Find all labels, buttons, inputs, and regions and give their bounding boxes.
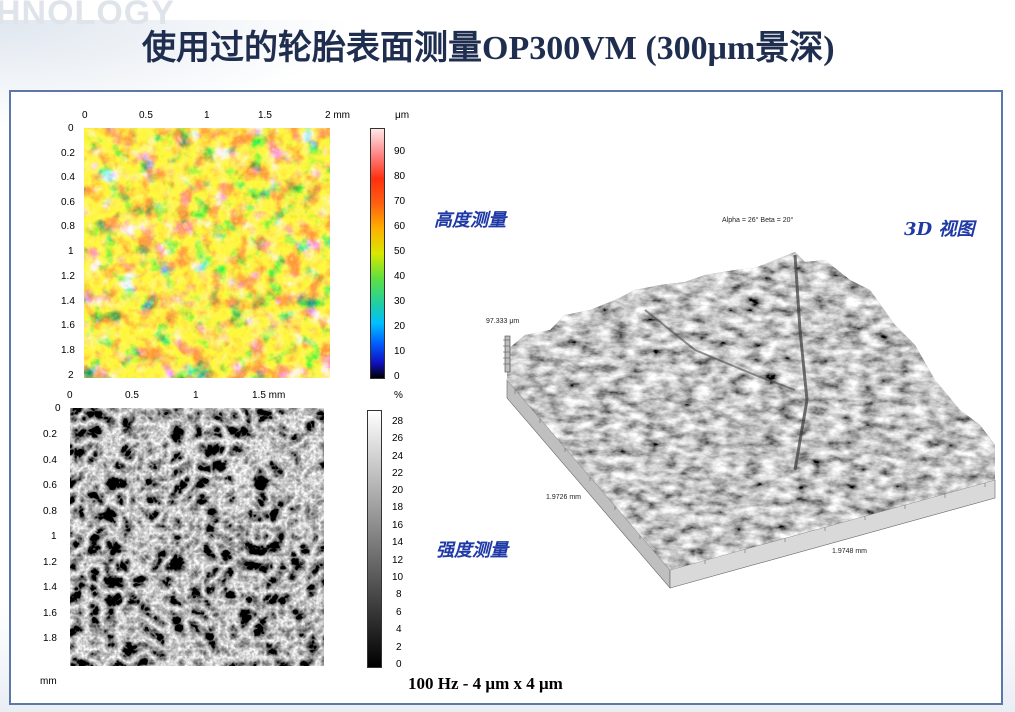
height-y-tick: 2 — [68, 370, 74, 381]
intensity-colorbar-tick: 10 — [392, 572, 404, 583]
intensity-map-image — [70, 408, 324, 666]
intensity-colorbar-tick: 2 — [396, 642, 402, 653]
intensity-colorbar-tick: 14 — [392, 537, 404, 548]
intensity-colorbar-tick: 22 — [392, 468, 404, 479]
intensity-y-tick: 1 — [51, 531, 57, 542]
height-y-tick: 1.6 — [61, 320, 75, 331]
intensity-y-tick: 0 — [55, 403, 61, 414]
3d-view-label: 3D 视图 — [904, 219, 975, 240]
height-y-tick: 1.2 — [61, 271, 75, 282]
height-measurement-label: 高度测量 — [434, 210, 506, 231]
height-y-tick: 1.8 — [61, 345, 75, 356]
3d-view-angles: Alpha = 26° Beta = 20° — [722, 217, 794, 224]
intensity-colorbar-tick: 28 — [392, 416, 404, 427]
height-colorbar-tick: 60 — [394, 221, 406, 232]
intensity-colorbar-tick: 16 — [392, 520, 404, 531]
height-y-tick: 0.8 — [61, 221, 75, 232]
intensity-y-tick: 0.4 — [43, 455, 57, 466]
height-colorbar-tick: 70 — [394, 196, 406, 207]
watermark-text: HNOLOGY — [0, 0, 175, 32]
height-colorbar — [370, 128, 385, 379]
intensity-colorbar — [367, 410, 382, 668]
3d-base-right-side — [669, 479, 996, 589]
height-y-tick: 1 — [68, 246, 74, 257]
intensity-y-tick: 1.8 — [43, 633, 57, 644]
height-x-tick: 0 — [82, 110, 88, 121]
3d-height-scale — [504, 335, 511, 373]
intensity-y-tick: 0.2 — [43, 429, 57, 440]
height-x-tick: 1 — [204, 110, 210, 121]
intensity-measurement-label: 强度测量 — [436, 540, 508, 561]
intensity-y-unit: mm — [40, 676, 57, 687]
height-colorbar-tick: 80 — [394, 171, 406, 182]
height-x-tick: 0.5 — [139, 110, 153, 121]
intensity-x-tick: 1 — [193, 390, 199, 401]
intensity-y-tick: 1.6 — [43, 608, 57, 619]
3d-dimension-right: 1.9748 mm — [832, 548, 868, 555]
intensity-colorbar-tick: 26 — [392, 433, 404, 444]
slide-title: 使用过的轮胎表面测量OP300VM (300μm景深) — [142, 30, 835, 67]
height-colorbar-tick: 40 — [394, 271, 406, 282]
3d-surface-render — [503, 252, 996, 589]
intensity-x-tick: 1.5 mm — [252, 390, 286, 401]
height-colorbar-tick: 50 — [394, 246, 406, 257]
height-y-tick: 0.2 — [61, 148, 75, 159]
intensity-colorbar-tick: 4 — [396, 624, 402, 635]
measurement-caption: 100 Hz - 4 μm x 4 μm — [408, 674, 563, 693]
height-colorbar-tick: 0 — [394, 371, 400, 382]
height-colorbar-unit: μm — [395, 110, 410, 121]
intensity-colorbar-tick: 20 — [392, 485, 404, 496]
intensity-x-tick: 0.5 — [125, 390, 139, 401]
height-y-tick: 0 — [68, 123, 74, 134]
intensity-colorbar-tick: 8 — [396, 589, 402, 600]
intensity-x-tick: 0 — [67, 390, 73, 401]
intensity-y-tick: 1.4 — [43, 582, 57, 593]
intensity-y-tick: 1.2 — [43, 557, 57, 568]
intensity-colorbar-tick: 0 — [396, 659, 402, 670]
height-x-tick: 2 mm — [325, 110, 350, 121]
height-y-tick: 0.4 — [61, 172, 75, 183]
intensity-colorbar-unit: % — [394, 390, 403, 401]
3d-dimension-left: 1.9726 mm — [546, 494, 582, 501]
intensity-y-tick: 0.6 — [43, 480, 57, 491]
height-colorbar-tick: 10 — [394, 346, 406, 357]
height-x-tick: 1.5 — [258, 110, 272, 121]
height-colorbar-tick: 20 — [394, 321, 406, 332]
height-y-tick: 1.4 — [61, 296, 75, 307]
intensity-colorbar-tick: 12 — [392, 555, 404, 566]
intensity-colorbar-tick: 6 — [396, 607, 402, 618]
height-y-tick: 0.6 — [61, 197, 75, 208]
intensity-colorbar-tick: 18 — [392, 502, 404, 513]
intensity-y-tick: 0.8 — [43, 506, 57, 517]
intensity-colorbar-tick: 24 — [392, 451, 404, 462]
height-colorbar-tick: 90 — [394, 146, 406, 157]
height-colorbar-tick: 30 — [394, 296, 406, 307]
3d-height-readout: 97.333 μm — [486, 318, 520, 325]
height-map-image — [84, 128, 330, 378]
